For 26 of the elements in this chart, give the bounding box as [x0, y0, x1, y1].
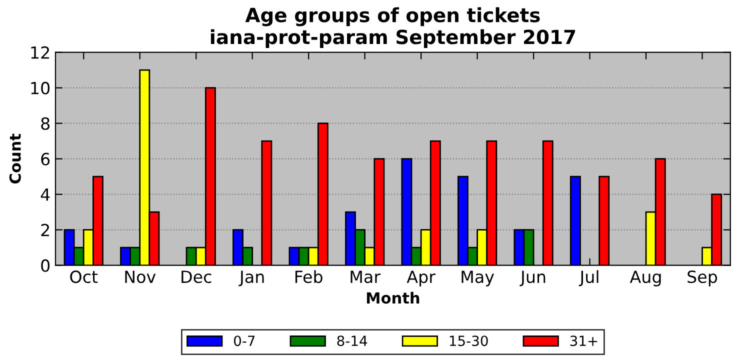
y-tick-label: 0 — [41, 259, 50, 272]
legend-label: 15-30 — [450, 336, 488, 346]
x-tick-label: Oct — [70, 270, 98, 284]
x-tick-label: Jul — [578, 270, 598, 286]
x-tick-label: Feb — [295, 270, 322, 284]
x-tick-label: Apr — [406, 270, 436, 286]
x-tick-label: Jan — [238, 270, 264, 286]
y-tick-label: 4 — [40, 188, 50, 201]
x-tick-label: Dec — [182, 270, 212, 284]
x-tick-label: Aug — [630, 270, 661, 286]
x-axis-title: Month — [366, 292, 420, 304]
legend-label: 0-7 — [234, 336, 255, 346]
y-tick-label: 12 — [31, 46, 49, 59]
y-tick-label: 8 — [41, 117, 50, 130]
x-tick-label: Nov — [125, 270, 156, 284]
y-tick-label: 10 — [31, 82, 50, 94]
chart-title: Age groups of open tickets iana-prot-param September 2017 — [210, 7, 576, 48]
y-tick-label: 2 — [41, 224, 49, 236]
x-tick-label: May — [462, 270, 494, 286]
y-axis-title: Count — [9, 134, 21, 184]
x-tick-label: Mar — [350, 270, 381, 284]
x-tick-label: Jun — [520, 270, 546, 286]
x-tick-label: Sep — [688, 270, 718, 286]
legend-label: 8-14 — [337, 336, 368, 346]
y-tick-label: 6 — [41, 152, 50, 166]
legend-label: 31+ — [570, 336, 598, 346]
